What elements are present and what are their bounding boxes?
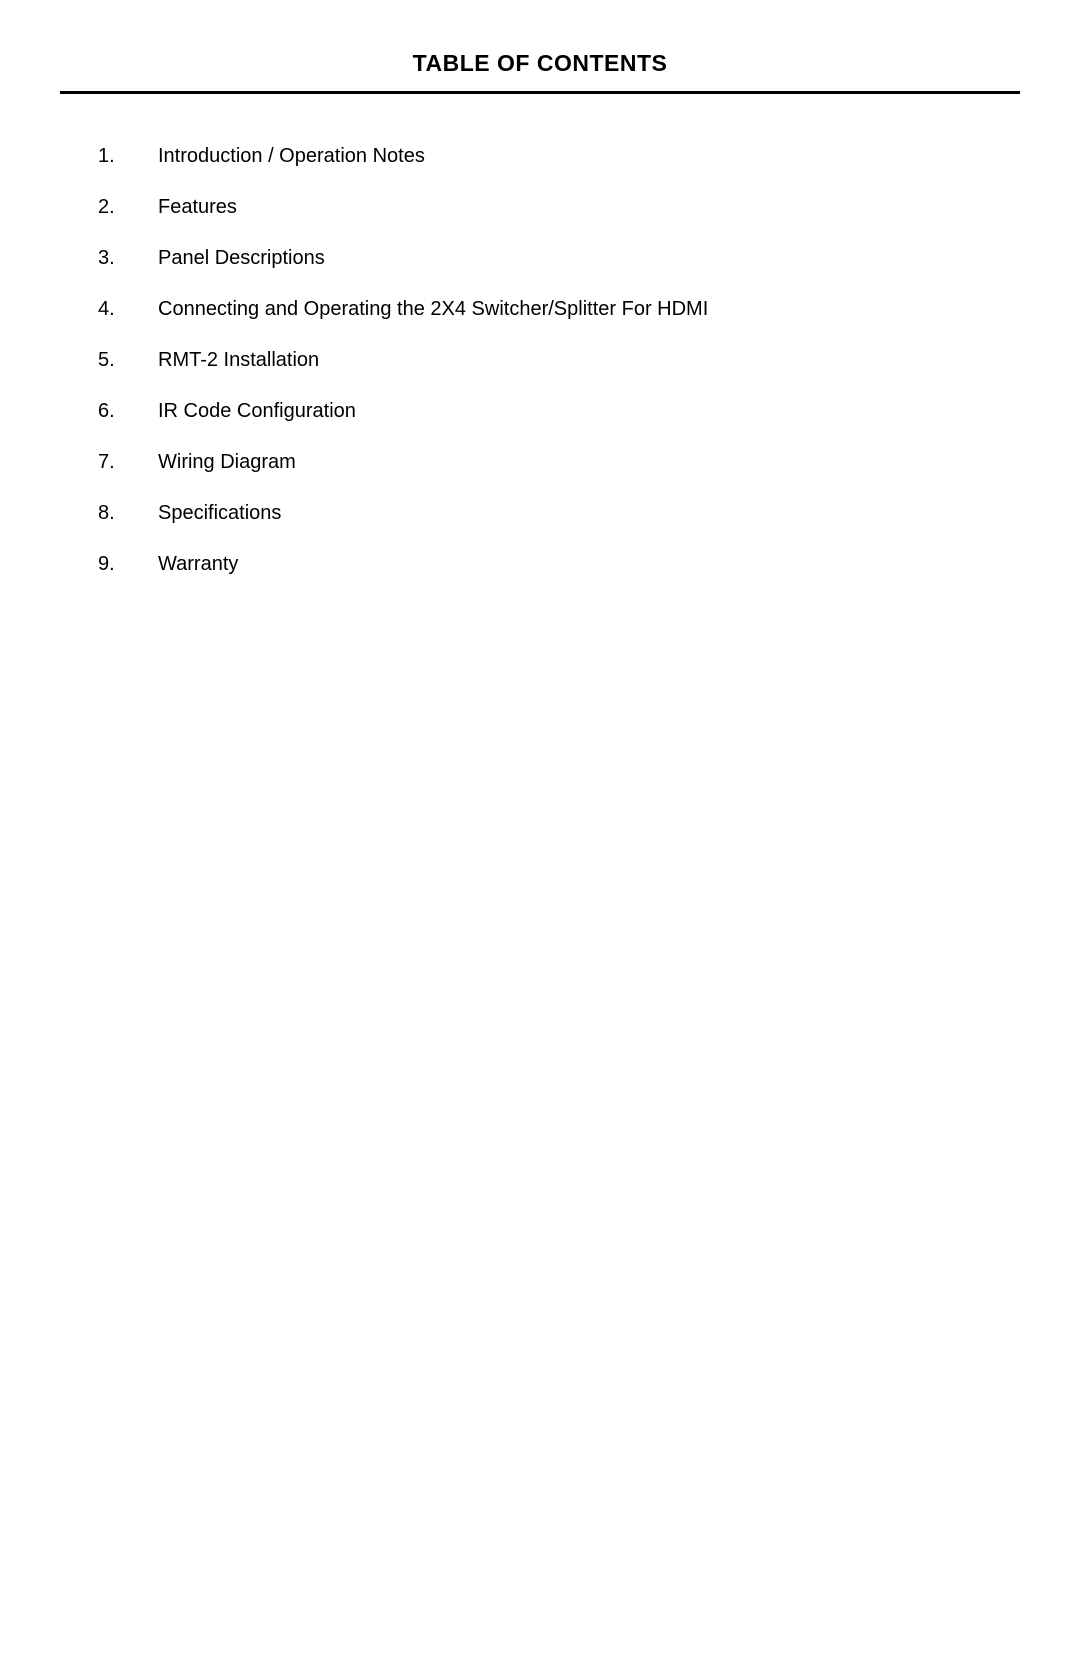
toc-item-number: 3. bbox=[98, 244, 158, 272]
toc-item: 9. Warranty bbox=[98, 550, 1020, 578]
toc-item-text: Introduction / Operation Notes bbox=[158, 142, 1020, 170]
toc-item-number: 7. bbox=[98, 448, 158, 476]
toc-item-text: IR Code Configuration bbox=[158, 397, 1020, 425]
page-title: TABLE OF CONTENTS bbox=[60, 50, 1020, 77]
toc-item-number: 8. bbox=[98, 499, 158, 527]
toc-list: 1. Introduction / Operation Notes 2. Fea… bbox=[60, 142, 1020, 578]
toc-item-number: 1. bbox=[98, 142, 158, 170]
toc-item-text: Connecting and Operating the 2X4 Switche… bbox=[158, 295, 1020, 323]
toc-item: 3. Panel Descriptions bbox=[98, 244, 1020, 272]
toc-item-text: RMT-2 Installation bbox=[158, 346, 1020, 374]
toc-item-number: 4. bbox=[98, 295, 158, 323]
toc-item-text: Wiring Diagram bbox=[158, 448, 1020, 476]
toc-item: 2. Features bbox=[98, 193, 1020, 221]
toc-item-number: 5. bbox=[98, 346, 158, 374]
toc-item-text: Panel Descriptions bbox=[158, 244, 1020, 272]
toc-item-number: 6. bbox=[98, 397, 158, 425]
toc-item: 1. Introduction / Operation Notes bbox=[98, 142, 1020, 170]
toc-item-text: Features bbox=[158, 193, 1020, 221]
title-container: TABLE OF CONTENTS bbox=[60, 50, 1020, 94]
toc-item: 6. IR Code Configuration bbox=[98, 397, 1020, 425]
toc-item-number: 9. bbox=[98, 550, 158, 578]
toc-item: 5. RMT-2 Installation bbox=[98, 346, 1020, 374]
toc-item-text: Warranty bbox=[158, 550, 1020, 578]
toc-item-text: Specifications bbox=[158, 499, 1020, 527]
toc-item: 8. Specifications bbox=[98, 499, 1020, 527]
toc-item: 4. Connecting and Operating the 2X4 Swit… bbox=[98, 295, 1020, 323]
toc-item-number: 2. bbox=[98, 193, 158, 221]
toc-item: 7. Wiring Diagram bbox=[98, 448, 1020, 476]
